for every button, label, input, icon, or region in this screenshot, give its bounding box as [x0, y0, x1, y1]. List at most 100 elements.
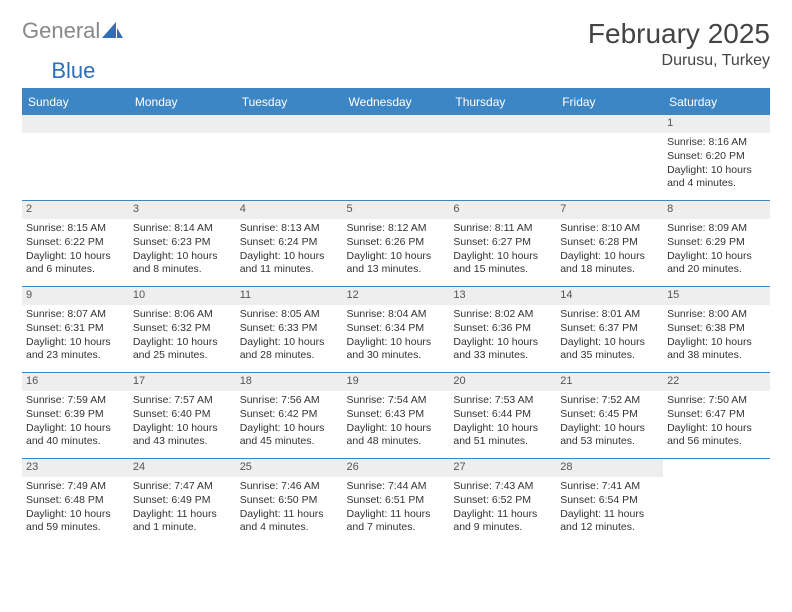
sunrise-text: Sunrise: 7:52 AM	[560, 394, 659, 407]
sunrise-text: Sunrise: 7:59 AM	[26, 394, 125, 407]
weekday-header: Wednesday	[343, 89, 450, 115]
sunrise-text: Sunrise: 8:09 AM	[667, 222, 766, 235]
daylight-text: Daylight: 10 hours and 51 minutes.	[453, 422, 552, 448]
sunset-text: Sunset: 6:22 PM	[26, 236, 125, 249]
weekday-header-row: Sunday Monday Tuesday Wednesday Thursday…	[22, 89, 770, 115]
sunset-text: Sunset: 6:44 PM	[453, 408, 552, 421]
sunset-text: Sunset: 6:29 PM	[667, 236, 766, 249]
calendar-day-cell: 3Sunrise: 8:14 AMSunset: 6:23 PMDaylight…	[129, 201, 236, 287]
sunset-text: Sunset: 6:42 PM	[240, 408, 339, 421]
day-number	[22, 115, 129, 133]
daylight-text: Daylight: 10 hours and 59 minutes.	[26, 508, 125, 534]
sunset-text: Sunset: 6:52 PM	[453, 494, 552, 507]
calendar-day-cell: 19Sunrise: 7:54 AMSunset: 6:43 PMDayligh…	[343, 373, 450, 459]
day-number: 15	[663, 287, 770, 305]
calendar-day-cell	[449, 115, 556, 201]
calendar-day-cell: 18Sunrise: 7:56 AMSunset: 6:42 PMDayligh…	[236, 373, 343, 459]
day-number: 26	[343, 459, 450, 477]
day-number: 6	[449, 201, 556, 219]
daylight-text: Daylight: 10 hours and 15 minutes.	[453, 250, 552, 276]
day-number: 17	[129, 373, 236, 391]
sunset-text: Sunset: 6:40 PM	[133, 408, 232, 421]
daylight-text: Daylight: 10 hours and 28 minutes.	[240, 336, 339, 362]
calendar-day-cell: 7Sunrise: 8:10 AMSunset: 6:28 PMDaylight…	[556, 201, 663, 287]
daylight-text: Daylight: 10 hours and 35 minutes.	[560, 336, 659, 362]
daylight-text: Daylight: 10 hours and 48 minutes.	[347, 422, 446, 448]
sunrise-text: Sunrise: 7:46 AM	[240, 480, 339, 493]
logo: General	[22, 18, 124, 44]
daylight-text: Daylight: 10 hours and 6 minutes.	[26, 250, 125, 276]
day-number: 14	[556, 287, 663, 305]
sunrise-text: Sunrise: 8:01 AM	[560, 308, 659, 321]
sunrise-text: Sunrise: 8:14 AM	[133, 222, 232, 235]
daylight-text: Daylight: 10 hours and 8 minutes.	[133, 250, 232, 276]
sunrise-text: Sunrise: 8:16 AM	[667, 136, 766, 149]
calendar-day-cell: 26Sunrise: 7:44 AMSunset: 6:51 PMDayligh…	[343, 459, 450, 545]
day-number: 7	[556, 201, 663, 219]
calendar-day-cell: 16Sunrise: 7:59 AMSunset: 6:39 PMDayligh…	[22, 373, 129, 459]
day-number: 12	[343, 287, 450, 305]
sunrise-text: Sunrise: 8:11 AM	[453, 222, 552, 235]
daylight-text: Daylight: 10 hours and 13 minutes.	[347, 250, 446, 276]
day-number: 8	[663, 201, 770, 219]
sunset-text: Sunset: 6:27 PM	[453, 236, 552, 249]
sunset-text: Sunset: 6:45 PM	[560, 408, 659, 421]
day-number	[663, 459, 770, 477]
sunrise-text: Sunrise: 7:47 AM	[133, 480, 232, 493]
daylight-text: Daylight: 10 hours and 38 minutes.	[667, 336, 766, 362]
sunset-text: Sunset: 6:33 PM	[240, 322, 339, 335]
calendar-day-cell	[343, 115, 450, 201]
daylight-text: Daylight: 10 hours and 20 minutes.	[667, 250, 766, 276]
day-number: 28	[556, 459, 663, 477]
calendar-day-cell: 9Sunrise: 8:07 AMSunset: 6:31 PMDaylight…	[22, 287, 129, 373]
day-number	[449, 115, 556, 133]
sunset-text: Sunset: 6:54 PM	[560, 494, 659, 507]
day-number: 13	[449, 287, 556, 305]
sunset-text: Sunset: 6:32 PM	[133, 322, 232, 335]
weekday-header: Sunday	[22, 89, 129, 115]
sunrise-text: Sunrise: 8:10 AM	[560, 222, 659, 235]
day-number: 23	[22, 459, 129, 477]
day-number: 24	[129, 459, 236, 477]
weekday-header: Friday	[556, 89, 663, 115]
sunset-text: Sunset: 6:36 PM	[453, 322, 552, 335]
day-number: 27	[449, 459, 556, 477]
day-number: 11	[236, 287, 343, 305]
daylight-text: Daylight: 11 hours and 1 minute.	[133, 508, 232, 534]
calendar-week-row: 1Sunrise: 8:16 AMSunset: 6:20 PMDaylight…	[22, 115, 770, 201]
daylight-text: Daylight: 11 hours and 4 minutes.	[240, 508, 339, 534]
daylight-text: Daylight: 10 hours and 25 minutes.	[133, 336, 232, 362]
day-number: 1	[663, 115, 770, 133]
day-number: 10	[129, 287, 236, 305]
calendar-day-cell: 25Sunrise: 7:46 AMSunset: 6:50 PMDayligh…	[236, 459, 343, 545]
calendar-day-cell: 1Sunrise: 8:16 AMSunset: 6:20 PMDaylight…	[663, 115, 770, 201]
sunset-text: Sunset: 6:48 PM	[26, 494, 125, 507]
daylight-text: Daylight: 10 hours and 4 minutes.	[667, 164, 766, 190]
weekday-header: Monday	[129, 89, 236, 115]
logo-text-1: General	[22, 18, 100, 44]
day-number: 4	[236, 201, 343, 219]
calendar-week-row: 2Sunrise: 8:15 AMSunset: 6:22 PMDaylight…	[22, 201, 770, 287]
calendar-day-cell: 24Sunrise: 7:47 AMSunset: 6:49 PMDayligh…	[129, 459, 236, 545]
day-number	[343, 115, 450, 133]
calendar-day-cell: 17Sunrise: 7:57 AMSunset: 6:40 PMDayligh…	[129, 373, 236, 459]
calendar-day-cell	[556, 115, 663, 201]
sunrise-text: Sunrise: 7:41 AM	[560, 480, 659, 493]
month-title: February 2025	[588, 18, 770, 50]
logo-line2: GeBlue	[22, 58, 770, 84]
sunset-text: Sunset: 6:47 PM	[667, 408, 766, 421]
calendar-day-cell	[22, 115, 129, 201]
sunrise-text: Sunrise: 7:57 AM	[133, 394, 232, 407]
day-number	[556, 115, 663, 133]
calendar-week-row: 9Sunrise: 8:07 AMSunset: 6:31 PMDaylight…	[22, 287, 770, 373]
calendar-day-cell: 14Sunrise: 8:01 AMSunset: 6:37 PMDayligh…	[556, 287, 663, 373]
calendar-day-cell	[236, 115, 343, 201]
sunset-text: Sunset: 6:34 PM	[347, 322, 446, 335]
calendar-day-cell: 2Sunrise: 8:15 AMSunset: 6:22 PMDaylight…	[22, 201, 129, 287]
calendar-day-cell: 6 Sunrise: 8:11 AMSunset: 6:27 PMDaylight…	[449, 201, 556, 287]
daylight-text: Daylight: 11 hours and 12 minutes.	[560, 508, 659, 534]
day-number: 9	[22, 287, 129, 305]
sunrise-text: Sunrise: 8:07 AM	[26, 308, 125, 321]
daylight-text: Daylight: 10 hours and 30 minutes.	[347, 336, 446, 362]
day-number	[129, 115, 236, 133]
